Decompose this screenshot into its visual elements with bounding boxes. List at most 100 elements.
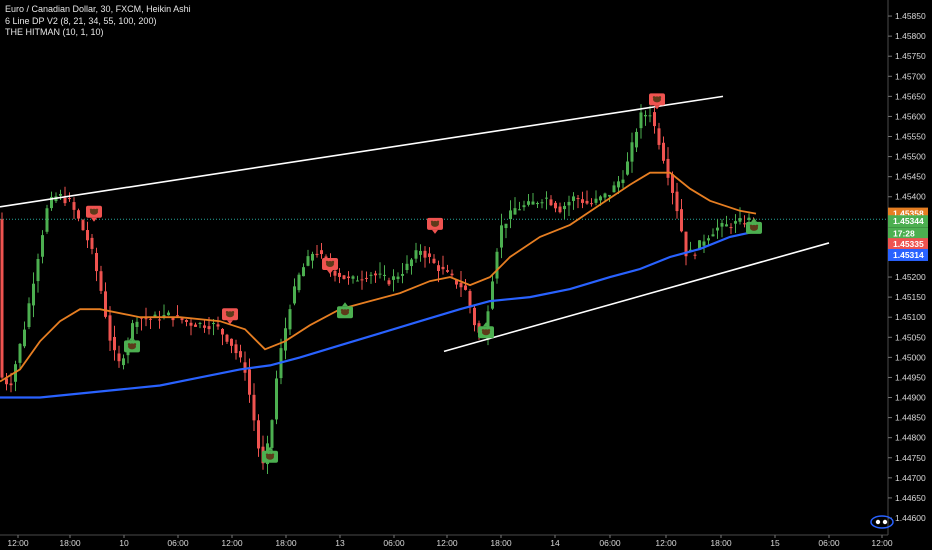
candle-body [639,112,643,129]
animal-ear [430,220,434,224]
candle-body [99,271,103,291]
candle-body [9,383,13,386]
candle-body [500,225,503,248]
candle-body [549,199,553,206]
price-axis-label: 1.45335 [888,238,928,251]
candle-body [410,259,413,267]
candle-body [293,286,296,304]
candle-body [545,197,548,199]
candle-body [288,309,292,330]
animal-ear [127,343,131,346]
candle-body [234,344,238,354]
sell-signal-marker [427,217,443,234]
legend-symbol[interactable]: Euro / Canadian Dollar, 30, FXCM, Heikin… [5,4,191,14]
animal-ear [225,311,229,314]
candle-body [585,200,589,204]
time-tick-label: 06:00 [383,538,405,548]
price-axis-label-text: 1.45344 [893,216,924,226]
candle-body [383,274,386,276]
animal-ear [487,329,491,332]
price-tick-label: 1.44650 [895,493,926,503]
candle-body [630,142,634,162]
buy-signal-marker [337,302,353,319]
time-tick-label: 12:00 [655,538,677,548]
candle-body [716,227,719,231]
time-tick-label: 10 [119,538,129,548]
candle-body [36,258,40,282]
candle-body [720,223,724,227]
candle-body [72,202,76,210]
candle-body [311,253,314,261]
candle-body [594,198,598,203]
candle-body [194,324,197,327]
candle-body [113,336,116,351]
candle-body [635,131,638,148]
candle-body [221,328,224,335]
candle-body [59,193,62,196]
candle-body [450,273,454,276]
price-tick-label: 1.45100 [895,312,926,322]
candle-body [437,265,440,271]
time-tick-label: 13 [335,538,345,548]
candle-body [558,206,562,213]
price-axis-label-text: 1.45314 [893,250,924,260]
candle-body [419,250,422,255]
candle-body [464,285,467,290]
candle-body [108,315,112,341]
lower-trendline [443,242,830,353]
candle-body [189,322,193,326]
candle-body [153,314,157,318]
candle-body [653,112,656,127]
time-tick-label: 15 [770,538,780,548]
animal-ear [231,311,235,314]
candle-body [216,324,220,327]
candle-body [441,266,445,270]
price-tick-label: 1.45850 [895,11,926,21]
sell-signal-marker [322,258,338,275]
price-tick-label: 1.44900 [895,393,926,403]
signal-pointer [227,320,233,325]
animal-ear [755,224,759,228]
candle-body [117,353,121,362]
sell-signal-marker [86,205,102,222]
buy-signal-marker [124,336,140,353]
candle-body [68,198,71,200]
legend-indicator-6-line[interactable]: 6 Line DP V2 (8, 21, 34, 55, 100, 200) [5,15,157,26]
candle-body [342,275,346,279]
candle-body [396,276,400,280]
signal-pointer [129,336,135,341]
candle-body [540,202,544,204]
candle-body [626,161,629,175]
candle-body [171,316,175,321]
candle-body [135,321,139,327]
animal-ear [133,343,137,346]
candle-body [495,251,499,279]
candle-body [738,218,742,222]
candle-body [275,378,278,420]
candle-body [212,323,215,325]
legend-indicator-hitman[interactable]: THE HITMAN (10, 1, 10) [5,27,104,37]
candle-body [414,250,418,259]
candle-body [621,179,625,184]
candle-body [455,279,458,285]
candle-body [612,185,616,193]
candle-body [248,369,251,395]
candle-body [239,351,242,358]
animal-ear [89,208,93,212]
candle-body [306,256,310,266]
candle-body [284,328,287,351]
candle-body [617,181,620,188]
animal-ear [658,96,662,99]
animal-ear [436,220,440,224]
signal-pointer [91,217,97,222]
price-tick-label: 1.44800 [895,433,926,443]
candle-body [338,272,341,277]
candle-body [297,274,301,291]
candle-body [567,201,571,206]
candle-body [176,315,179,317]
price-axis-label-box [888,248,928,261]
candle-body [576,198,580,200]
time-tick-label: 14 [550,538,560,548]
candle-body [77,210,80,219]
